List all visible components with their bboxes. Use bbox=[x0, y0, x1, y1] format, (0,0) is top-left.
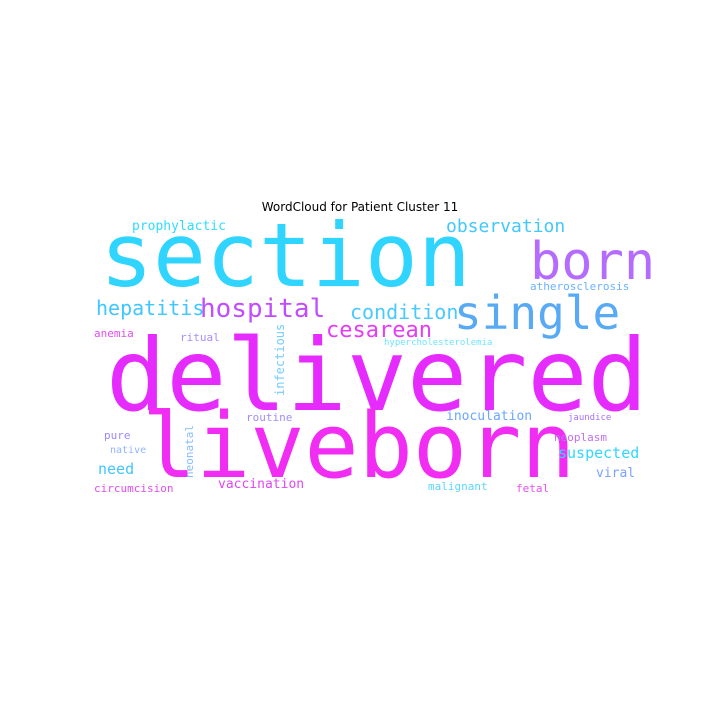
word-vaccination: vaccination bbox=[218, 477, 305, 492]
word-cloud: section delivered liveborn born single h… bbox=[90, 212, 655, 499]
word-ritual: ritual bbox=[180, 331, 220, 344]
word-delivered: delivered bbox=[106, 317, 648, 434]
word-observation: observation bbox=[446, 216, 566, 237]
word-section: section bbox=[100, 204, 471, 307]
word-viral: viral bbox=[596, 466, 636, 481]
chart-title: WordCloud for Patient Cluster 11 bbox=[261, 200, 459, 214]
word-cesarean: cesarean bbox=[326, 318, 432, 343]
word-circumcision: circumcision bbox=[94, 482, 174, 495]
word-routine: routine bbox=[246, 411, 293, 424]
word-hepatitis: hepatitis bbox=[96, 296, 205, 320]
word-condition: condition bbox=[350, 300, 459, 324]
word-inoculation: inoculation bbox=[446, 409, 533, 424]
word-liveborn: liveborn bbox=[142, 394, 576, 499]
word-prophylactic: prophylactic bbox=[132, 219, 226, 234]
word-fetal: fetal bbox=[516, 482, 550, 495]
word-hospital: hospital bbox=[200, 294, 326, 324]
word-hypercholesterolemia: hypercholesterolemia bbox=[384, 338, 493, 348]
word-single: single bbox=[454, 286, 621, 340]
word-anemia: anemia bbox=[94, 327, 134, 340]
word-suspected: suspected bbox=[558, 444, 640, 462]
word-pure: pure bbox=[104, 429, 131, 442]
word-infectious: infectious bbox=[273, 323, 287, 396]
word-neonatal: neonatal bbox=[183, 425, 196, 478]
word-malignant: malignant bbox=[428, 480, 488, 493]
word-native: native bbox=[110, 445, 147, 456]
word-neoplasm: neoplasm bbox=[554, 431, 607, 444]
word-jaundice: jaundice bbox=[568, 413, 612, 423]
word-atherosclerosis: atherosclerosis bbox=[530, 280, 630, 293]
word-need: need bbox=[98, 460, 135, 478]
word-born: born bbox=[530, 232, 656, 292]
